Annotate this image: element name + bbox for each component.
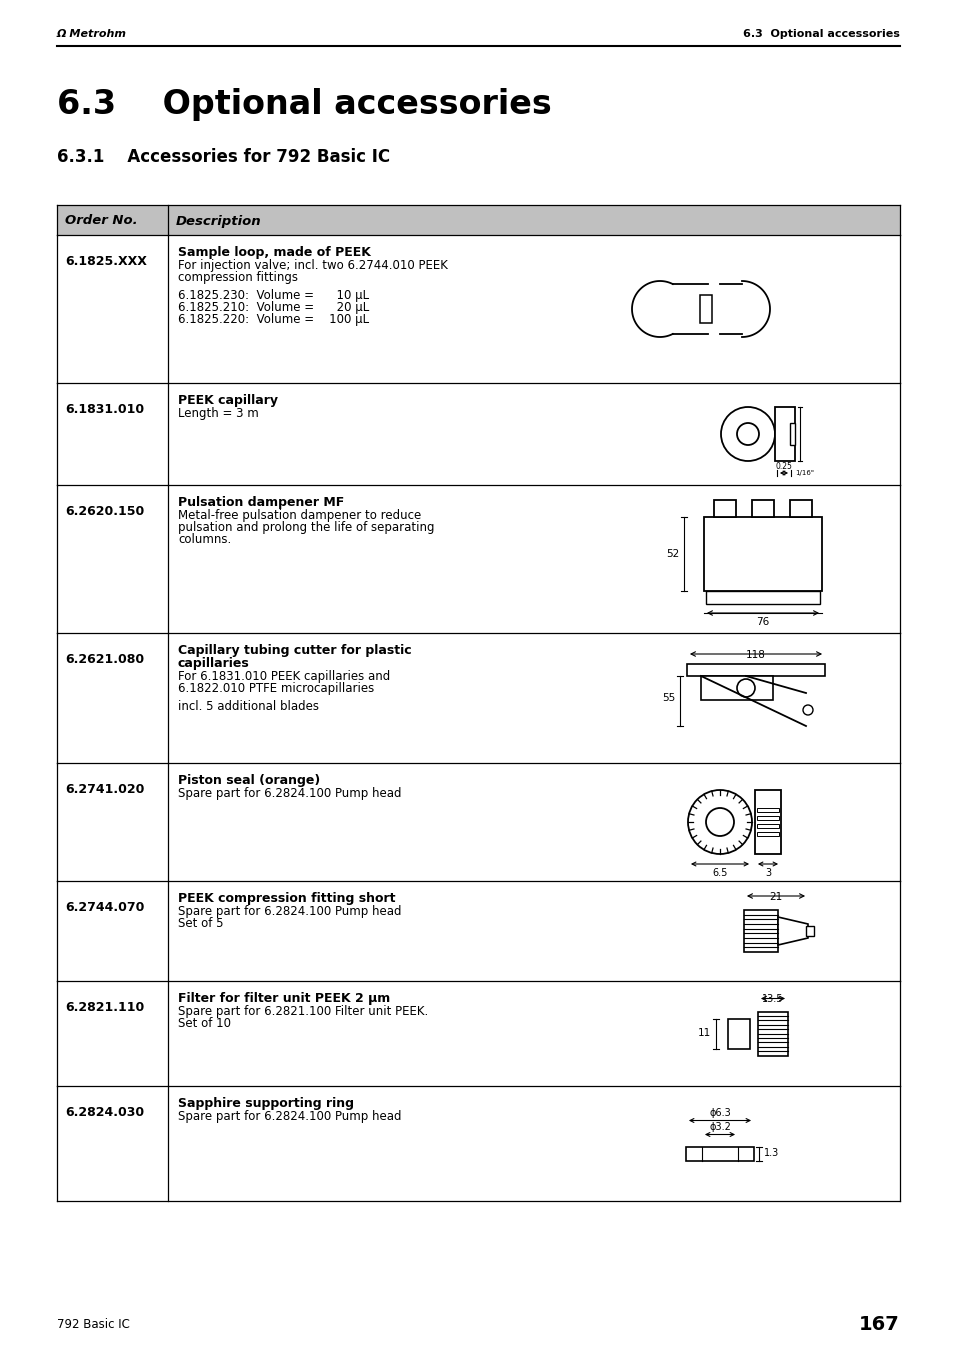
Text: 6.2824.030: 6.2824.030: [65, 1106, 144, 1119]
Text: 55: 55: [661, 693, 675, 703]
Text: 6.3    Optional accessories: 6.3 Optional accessories: [57, 88, 551, 122]
Text: pulsation and prolong the life of separating: pulsation and prolong the life of separa…: [178, 521, 434, 534]
Text: Filter for filter unit PEEK 2 μm: Filter for filter unit PEEK 2 μm: [178, 992, 390, 1005]
Bar: [789, 423, 794, 444]
Text: Sapphire supporting ring: Sapphire supporting ring: [178, 1097, 354, 1111]
Bar: [789, 500, 811, 517]
Text: compression fittings: compression fittings: [178, 272, 297, 284]
Text: 6.1825.230:  Volume =      10 μL: 6.1825.230: Volume = 10 μL: [178, 289, 369, 303]
Text: Capillary tubing cutter for plastic: Capillary tubing cutter for plastic: [178, 644, 411, 657]
Bar: [57, 205, 899, 235]
Bar: [57, 382, 899, 485]
Bar: [805, 925, 813, 936]
Bar: [758, 1012, 787, 1055]
Text: 6.1825.XXX: 6.1825.XXX: [65, 255, 147, 267]
Text: 167: 167: [859, 1316, 899, 1335]
Bar: [757, 816, 779, 820]
Text: Order No.: Order No.: [65, 215, 137, 227]
Text: incl. 5 additional blades: incl. 5 additional blades: [178, 700, 318, 713]
Text: Set of 10: Set of 10: [178, 1017, 231, 1029]
Bar: [57, 1086, 899, 1201]
Bar: [751, 500, 773, 517]
Bar: [713, 500, 735, 517]
Bar: [57, 763, 899, 881]
Text: Ω Metrohm: Ω Metrohm: [57, 28, 127, 39]
Bar: [754, 790, 781, 854]
Text: Piston seal (orange): Piston seal (orange): [178, 774, 320, 788]
Text: For 6.1831.010 PEEK capillaries and: For 6.1831.010 PEEK capillaries and: [178, 670, 390, 684]
Text: Spare part for 6.2824.100 Pump head: Spare part for 6.2824.100 Pump head: [178, 788, 401, 800]
Bar: [774, 407, 794, 461]
Bar: [57, 881, 899, 981]
Text: Spare part for 6.2821.100 Filter unit PEEK.: Spare part for 6.2821.100 Filter unit PE…: [178, 1005, 428, 1019]
Text: 6.1831.010: 6.1831.010: [65, 403, 144, 416]
Text: Length = 3 m: Length = 3 m: [178, 407, 258, 420]
Bar: [703, 517, 821, 590]
Text: Description: Description: [175, 215, 261, 227]
Text: 11: 11: [697, 1028, 710, 1039]
Text: 52: 52: [665, 549, 679, 559]
Text: 0.25: 0.25: [775, 462, 792, 471]
Text: 6.2621.080: 6.2621.080: [65, 653, 144, 666]
Bar: [727, 1019, 749, 1048]
Text: 6.2821.110: 6.2821.110: [65, 1001, 144, 1015]
Text: PEEK capillary: PEEK capillary: [178, 394, 277, 407]
Text: Metal-free pulsation dampener to reduce: Metal-free pulsation dampener to reduce: [178, 509, 421, 521]
Bar: [757, 808, 779, 812]
Bar: [686, 663, 824, 676]
Text: 118: 118: [745, 650, 765, 661]
Text: 6.5: 6.5: [712, 867, 727, 878]
Text: 1.3: 1.3: [763, 1148, 779, 1159]
Bar: [743, 911, 778, 952]
Text: Spare part for 6.2824.100 Pump head: Spare part for 6.2824.100 Pump head: [178, 1111, 401, 1123]
Text: ϕ6.3: ϕ6.3: [708, 1108, 730, 1117]
Text: 21: 21: [768, 892, 781, 902]
Text: 6.2741.020: 6.2741.020: [65, 784, 144, 796]
Bar: [57, 634, 899, 763]
Bar: [57, 485, 899, 634]
Text: Sample loop, made of PEEK: Sample loop, made of PEEK: [178, 246, 371, 259]
Bar: [700, 676, 772, 700]
Text: For injection valve; incl. two 6.2744.010 PEEK: For injection valve; incl. two 6.2744.01…: [178, 259, 447, 272]
Text: 6.1825.220:  Volume =    100 μL: 6.1825.220: Volume = 100 μL: [178, 313, 369, 326]
Text: Pulsation dampener MF: Pulsation dampener MF: [178, 496, 344, 509]
Bar: [700, 296, 711, 323]
Text: columns.: columns.: [178, 534, 231, 546]
Bar: [57, 981, 899, 1086]
Text: Set of 5: Set of 5: [178, 917, 223, 929]
Text: 13.5: 13.5: [761, 994, 783, 1005]
Text: 6.3  Optional accessories: 6.3 Optional accessories: [742, 28, 899, 39]
Text: 6.3.1    Accessories for 792 Basic IC: 6.3.1 Accessories for 792 Basic IC: [57, 149, 390, 166]
Text: 1/16": 1/16": [794, 470, 813, 476]
Text: 792 Basic IC: 792 Basic IC: [57, 1319, 130, 1332]
Text: 6.2744.070: 6.2744.070: [65, 901, 144, 915]
Bar: [685, 1147, 753, 1161]
Bar: [757, 832, 779, 836]
Bar: [705, 590, 820, 604]
Bar: [57, 235, 899, 382]
Bar: [757, 824, 779, 828]
Text: capillaries: capillaries: [178, 657, 250, 670]
Text: 76: 76: [756, 617, 769, 627]
Polygon shape: [778, 917, 807, 944]
Text: Spare part for 6.2824.100 Pump head: Spare part for 6.2824.100 Pump head: [178, 905, 401, 917]
Text: 6.1822.010 PTFE microcapillaries: 6.1822.010 PTFE microcapillaries: [178, 682, 374, 694]
Text: 3: 3: [764, 867, 770, 878]
Text: PEEK compression fitting short: PEEK compression fitting short: [178, 892, 395, 905]
Text: 6.2620.150: 6.2620.150: [65, 505, 144, 517]
Text: ϕ3.2: ϕ3.2: [708, 1121, 730, 1132]
Text: 6.1825.210:  Volume =      20 μL: 6.1825.210: Volume = 20 μL: [178, 301, 369, 313]
